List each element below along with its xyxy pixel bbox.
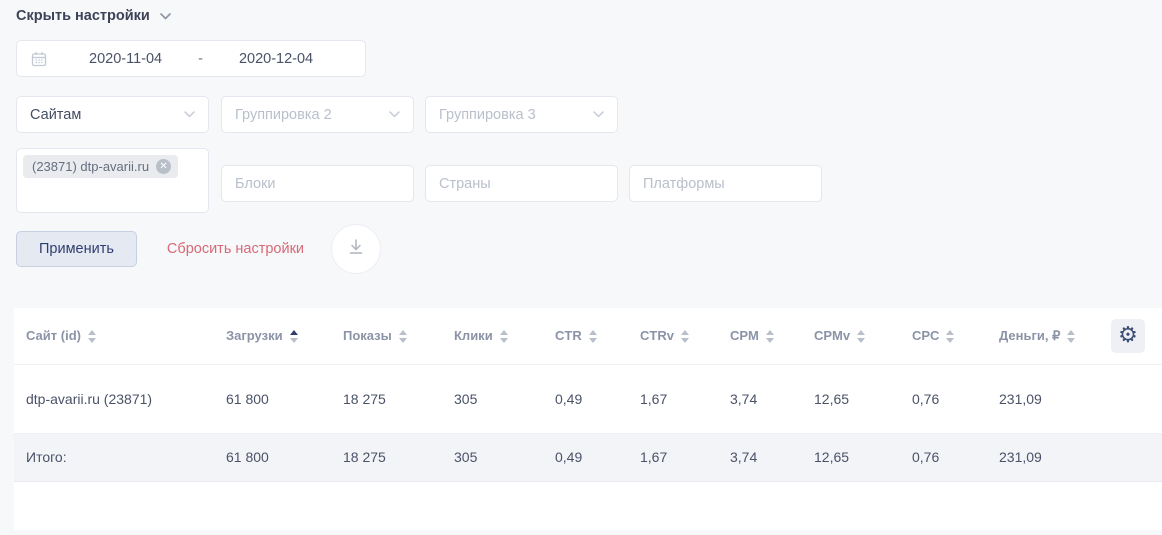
download-icon: [346, 237, 366, 262]
column-header-cpm[interactable]: CPM: [718, 308, 802, 365]
cell-money: 231,09: [987, 364, 1097, 434]
table-row[interactable]: dtp-avarii.ru (23871) 61 800 18 275 305 …: [14, 364, 1162, 434]
sort-icon[interactable]: [499, 330, 508, 344]
chevron-down-icon: [160, 12, 171, 20]
site-tag: (23871) dtp-avarii.ru ✕: [23, 155, 179, 178]
date-separator: -: [198, 50, 203, 67]
remove-tag-icon[interactable]: ✕: [156, 159, 172, 174]
total-ctrv: 1,67: [628, 433, 718, 482]
grouping-3-placeholder: Группировка 3: [439, 106, 536, 123]
group-by-value: Сайтам: [30, 106, 82, 123]
chevron-down-icon: [593, 111, 604, 118]
table-settings-button[interactable]: ⚙: [1111, 318, 1145, 353]
total-cpm: 3,74: [718, 433, 802, 482]
cell-clicks: 305: [442, 364, 543, 434]
total-row: Итого: 61 800 18 275 305 0,49 1,67 3,74 …: [14, 433, 1162, 482]
sort-icon-asc-active[interactable]: [289, 330, 298, 344]
column-header-site[interactable]: Сайт (id): [14, 308, 214, 365]
group-by-select[interactable]: Сайтам: [16, 96, 209, 133]
sort-icon[interactable]: [946, 330, 955, 344]
sort-icon[interactable]: [857, 330, 866, 344]
cell-ctrv: 1,67: [628, 364, 718, 434]
sites-filter-input[interactable]: (23871) dtp-avarii.ru ✕: [16, 148, 209, 213]
cell-loads: 61 800: [214, 364, 331, 434]
table-header-row: Сайт (id) Загрузки Показы Клики CTR CTRv…: [14, 308, 1162, 365]
column-header-shows[interactable]: Показы: [331, 308, 442, 365]
countries-filter-input[interactable]: [425, 165, 618, 202]
date-end[interactable]: 2020-12-04: [238, 50, 314, 67]
hide-settings-toggle[interactable]: Скрыть настройки: [16, 8, 171, 24]
total-clicks: 305: [442, 433, 543, 482]
cell-cpmv: 12,65: [802, 364, 900, 434]
sort-icon[interactable]: [87, 330, 96, 344]
blocks-filter-input[interactable]: [221, 165, 414, 202]
total-loads: 61 800: [214, 433, 331, 482]
reset-settings-link[interactable]: Сбросить настройки: [166, 241, 305, 257]
calendar-icon: [31, 51, 47, 67]
sort-icon[interactable]: [680, 330, 689, 344]
gear-icon: ⚙: [1118, 322, 1138, 348]
chevron-down-icon: [184, 111, 195, 118]
cell-cpm: 3,74: [718, 364, 802, 434]
total-money: 231,09: [987, 433, 1097, 482]
download-button[interactable]: [331, 224, 382, 274]
column-header-ctr[interactable]: CTR: [543, 308, 628, 365]
stats-table: Сайт (id) Загрузки Показы Клики CTR CTRv…: [14, 308, 1162, 530]
hide-settings-label: Скрыть настройки: [16, 8, 150, 24]
total-label: Итого:: [14, 433, 214, 482]
sort-icon[interactable]: [398, 330, 407, 344]
column-header-loads[interactable]: Загрузки: [214, 308, 331, 365]
cell-ctr: 0,49: [543, 364, 628, 434]
column-header-cpc[interactable]: CPC: [900, 308, 987, 365]
date-start[interactable]: 2020-11-04: [89, 50, 163, 67]
total-shows: 18 275: [331, 433, 442, 482]
platforms-filter-input[interactable]: [629, 165, 822, 202]
sort-icon[interactable]: [1067, 329, 1076, 343]
column-header-settings: ⚙: [1097, 308, 1162, 365]
site-tag-label: (23871) dtp-avarii.ru: [32, 159, 150, 174]
date-range-picker[interactable]: 2020-11-04 - 2020-12-04: [16, 40, 366, 77]
total-ctr: 0,49: [543, 433, 628, 482]
column-header-money[interactable]: Деньги, ₽: [987, 308, 1097, 365]
apply-button[interactable]: Применить: [16, 231, 137, 267]
grouping-3-select[interactable]: Группировка 3: [425, 96, 618, 133]
sort-icon[interactable]: [765, 330, 774, 344]
chevron-down-icon: [389, 111, 400, 118]
total-cpmv: 12,65: [802, 433, 900, 482]
sort-icon[interactable]: [588, 330, 597, 344]
cell-site: dtp-avarii.ru (23871): [14, 364, 214, 434]
cell-shows: 18 275: [331, 364, 442, 434]
total-cpc: 0,76: [900, 433, 987, 482]
column-header-cpmv[interactable]: CPMv: [802, 308, 900, 365]
cell-cpc: 0,76: [900, 364, 987, 434]
grouping-2-placeholder: Группировка 2: [235, 106, 332, 123]
column-header-clicks[interactable]: Клики: [442, 308, 543, 365]
grouping-2-select[interactable]: Группировка 2: [221, 96, 414, 133]
column-header-ctrv[interactable]: CTRv: [628, 308, 718, 365]
